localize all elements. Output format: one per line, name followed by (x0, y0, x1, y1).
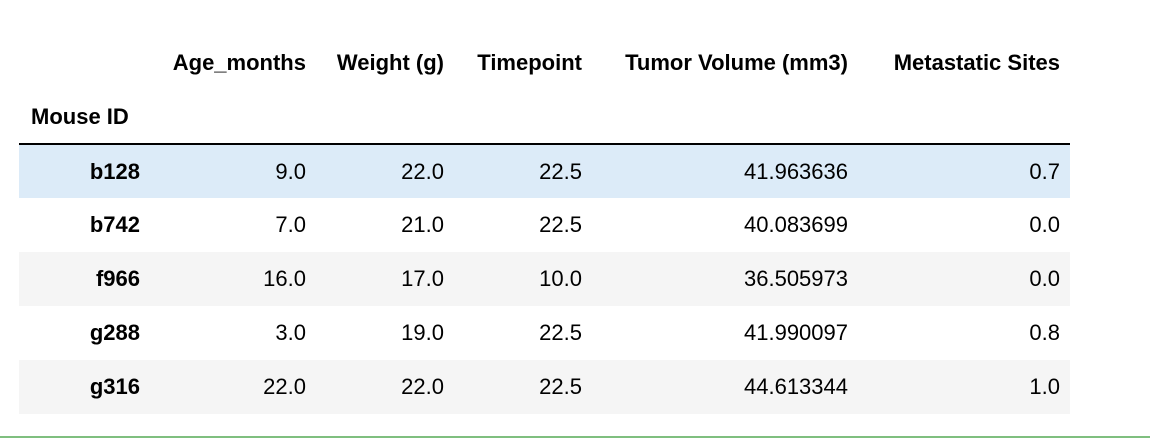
table-cell: 0.0 (1029, 212, 1060, 237)
table-cell: 22.5 (539, 212, 582, 237)
table-cell: 0.8 (1029, 320, 1060, 345)
table-row: g316 22.0 22.0 22.5 44.613344 1.0 (19, 360, 1070, 414)
column-header-tumor-volume: Tumor Volume (mm3) (625, 50, 848, 75)
table-cell: 9.0 (275, 158, 306, 184)
row-index: g288 (89, 320, 140, 345)
table-cell: 41.990097 (744, 320, 848, 345)
table-cell: 1.0 (1029, 374, 1060, 399)
table-cell: 0.7 (1029, 158, 1060, 184)
table-cell: 41.963636 (744, 158, 848, 184)
table-row: g288 3.0 19.0 22.5 41.990097 0.8 (19, 306, 1070, 360)
column-header-timepoint: Timepoint (477, 50, 582, 75)
table-cell: 44.613344 (744, 374, 848, 399)
dataframe-table: Age_months Weight (g) Timepoint Tumor Vo… (19, 36, 1070, 414)
table-row: f966 16.0 17.0 10.0 36.505973 0.0 (19, 252, 1070, 306)
corner-cell (19, 36, 150, 90)
table-cell: 10.0 (539, 266, 582, 291)
table-row: b742 7.0 21.0 22.5 40.083699 0.0 (19, 198, 1070, 252)
table-row: b128 9.0 22.0 22.5 41.963636 0.7 (19, 144, 1070, 198)
table-cell: 22.5 (539, 158, 582, 184)
table-cell: 16.0 (263, 266, 306, 291)
table-cell: 36.505973 (744, 266, 848, 291)
column-header-weight: Weight (g) (336, 50, 444, 75)
table-cell: 0.0 (1029, 266, 1060, 291)
table-cell: 22.5 (539, 374, 582, 399)
index-name-row: Mouse ID (19, 90, 1070, 145)
column-header-metastatic-sites: Metastatic Sites (893, 50, 1060, 75)
row-index: b128 (89, 158, 140, 184)
table-cell: 22.0 (401, 158, 444, 184)
table-cell: 19.0 (401, 320, 444, 345)
table-cell: 7.0 (275, 212, 306, 237)
column-header-row: Age_months Weight (g) Timepoint Tumor Vo… (19, 36, 1070, 90)
row-index: g316 (89, 374, 140, 399)
table-header: Age_months Weight (g) Timepoint Tumor Vo… (19, 36, 1070, 145)
table-cell: 22.0 (401, 374, 444, 399)
table-cell: 21.0 (401, 212, 444, 237)
cell-separator (0, 436, 1150, 438)
row-index: f966 (95, 266, 140, 291)
table-cell: 22.0 (263, 374, 306, 399)
table-cell: 40.083699 (744, 212, 848, 237)
row-index: b742 (89, 212, 140, 237)
table-cell: 17.0 (401, 266, 444, 291)
table-body: b128 9.0 22.0 22.5 41.963636 0.7 b742 7.… (19, 144, 1070, 414)
index-name: Mouse ID (19, 90, 150, 145)
table-cell: 22.5 (539, 320, 582, 345)
column-header-age-months: Age_months (172, 50, 306, 75)
table-cell: 3.0 (275, 320, 306, 345)
